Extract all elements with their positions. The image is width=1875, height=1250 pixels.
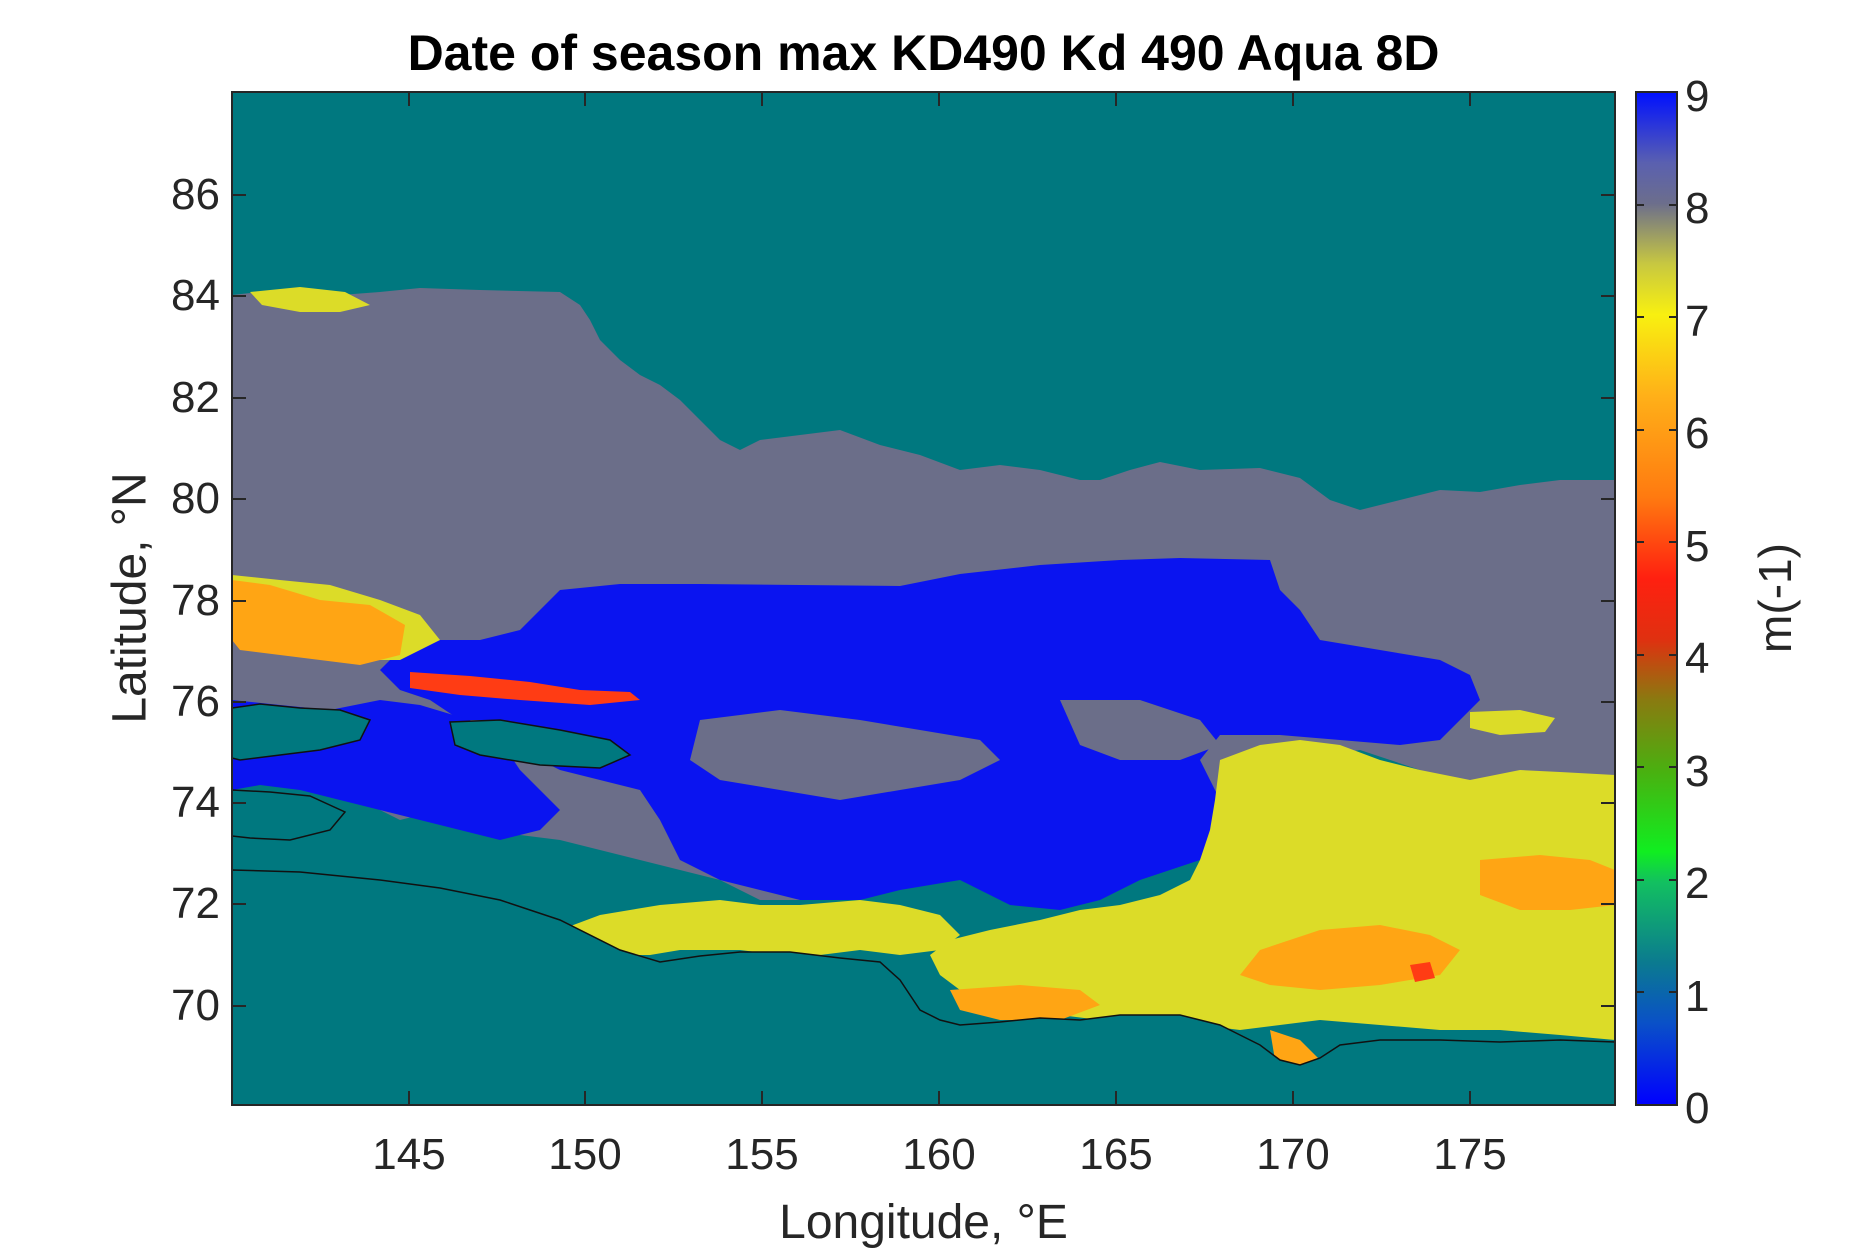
y-tick-label: 74 <box>171 778 220 827</box>
y-tick-label: 72 <box>171 879 220 928</box>
x-tick-label: 170 <box>1256 1130 1330 1179</box>
colorbar-tick-label: 5 <box>1685 522 1710 571</box>
colorbar-tick-label: 3 <box>1685 747 1710 796</box>
gray-pocket-1 <box>690 710 1000 800</box>
x-tick-label: 150 <box>548 1130 622 1179</box>
land-masses <box>232 703 1615 1105</box>
red-streak <box>410 672 640 705</box>
island-1 <box>232 703 372 761</box>
island-2 <box>449 719 632 769</box>
yellow-patch-east <box>1470 710 1555 735</box>
orange-region-coast <box>950 985 1100 1020</box>
map-title: Date of season max KD490 Kd 490 Aqua 8D <box>407 25 1440 81</box>
x-tick-label: 165 <box>1079 1130 1153 1179</box>
y-tick-label: 76 <box>171 677 220 726</box>
x-ticks <box>408 92 1471 1105</box>
orange-region-east <box>1480 855 1615 910</box>
y-tick-label: 70 <box>171 981 220 1030</box>
x-axis-label: Longitude, °E <box>779 1196 1068 1249</box>
colorbar-tick-label: 2 <box>1685 859 1710 908</box>
colorbar-tick-label: 8 <box>1685 184 1710 233</box>
yellow-patch-north <box>250 287 370 312</box>
orange-region-nw <box>232 580 405 665</box>
colorbar-tick-label: 0 <box>1685 1084 1710 1133</box>
y-ticks <box>232 194 1615 1007</box>
x-tick-label: 145 <box>372 1130 446 1179</box>
colorbar-label: m(-1) <box>1749 543 1801 653</box>
colorbar-tick-label: 7 <box>1685 297 1710 346</box>
y-tick-label: 80 <box>171 474 220 523</box>
y-tick-label: 86 <box>171 170 220 219</box>
y-axis-label: Latitude, °N <box>103 472 157 724</box>
colorbar-ticks <box>1636 204 1677 993</box>
gray-pocket-2 <box>1060 700 1220 760</box>
x-tick-label: 155 <box>725 1130 799 1179</box>
colorbar-tick-label: 6 <box>1685 409 1710 458</box>
yellow-region-coast <box>560 900 960 955</box>
axes-box <box>231 91 1616 1106</box>
south-coast <box>232 869 1615 1105</box>
x-tick-label: 175 <box>1433 1130 1507 1179</box>
colorbar-tick-label: 9 <box>1685 72 1710 121</box>
red-spot <box>1410 962 1435 982</box>
y-tick-label: 84 <box>171 271 220 320</box>
y-tick-label: 82 <box>171 373 220 422</box>
map-layers <box>232 92 1615 1105</box>
island-3 <box>232 789 347 841</box>
colorbar-tick-label: 4 <box>1685 634 1710 683</box>
y-tick-label: 78 <box>171 576 220 625</box>
colorbar-tick-label: 1 <box>1685 972 1710 1021</box>
orange-region-south <box>1240 925 1460 990</box>
colorbar <box>1635 91 1678 1106</box>
x-tick-label: 160 <box>902 1130 976 1179</box>
